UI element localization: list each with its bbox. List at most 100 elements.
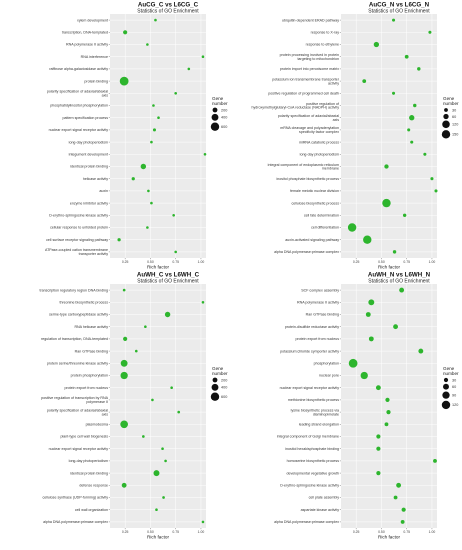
category-label: enzyme inhibitor activity [70,201,108,205]
data-point [428,30,432,34]
category-label: positive regulation of programmed cell d… [268,92,339,96]
legend-title: Gene [443,366,455,371]
legend-key [444,108,448,112]
data-point [146,226,149,229]
category-label: cellulose synthase (UDP-forming) activit… [42,496,108,500]
data-point [384,422,389,427]
legend-key [210,392,220,401]
data-point [375,385,381,391]
data-point [131,177,135,181]
data-point [201,301,205,304]
data-point [404,54,409,59]
data-point [117,238,121,242]
legend-title-line2: number [212,101,228,106]
category-label: helicase activity [83,177,108,181]
legend-value: 60 [452,385,456,389]
data-point [172,214,175,217]
data-point [409,115,415,121]
data-point [150,201,153,205]
data-point [402,213,407,218]
category-label: cell wall organization [75,508,108,512]
category-label: protein binding [84,79,108,83]
x-tick-label: 0.25 [122,530,129,534]
category-label: serine-type carboxypeptidase activity [49,313,108,317]
x-axis-label: Rich factor [147,535,169,540]
category-label: phosphorylation [314,362,339,366]
plot-area [341,284,437,528]
panel-title: AuWH_N vs L6WH_N [368,272,431,279]
category-label: transcription, DNA-templated [62,31,108,35]
legend-value: 90 [452,393,456,397]
data-point [120,371,128,380]
data-point [157,116,160,119]
data-point [392,91,396,95]
data-point [134,349,138,353]
legend-key [442,391,450,399]
legend-title: Gene [443,96,455,101]
data-point [400,519,405,524]
category-label: nuclear export signal receptor activity [49,128,109,132]
plot-area [110,284,206,528]
x-axis-label: Rich factor [147,265,169,270]
x-tick-label: 1.00 [429,530,436,534]
data-point [430,177,434,181]
legend-key [443,383,449,390]
category-label: cell differentiation [311,226,339,230]
category-label: threonine biosynthetic process [59,301,108,305]
category-label: potassium ion transmembrane transporter a… [272,77,340,85]
data-point [147,189,150,193]
category-label: protein-disulfide reductase activity [285,325,339,329]
data-point [410,140,414,144]
category-label: positive regulation of transcription by … [41,396,109,404]
data-point [407,128,411,132]
data-point [122,288,126,292]
x-tick-label: 0.50 [147,260,154,264]
data-point [119,76,129,86]
category-label: pattern specification process [62,116,108,120]
data-point [201,55,205,58]
data-point [123,30,128,35]
data-point [368,336,374,342]
category-label: nuclear export signal receptor activity [49,447,109,451]
data-point [382,198,391,208]
category-label: nuclear export signal receptor activity [280,386,340,390]
data-point [140,163,147,170]
category-label: cellulose biosynthetic process [291,201,339,205]
data-point [146,43,149,46]
category-label: long-day photoperiodism [69,140,108,144]
data-point [376,471,381,476]
x-tick-label: 0.75 [403,530,410,534]
category-label: protein export from nucleus [295,337,339,341]
data-point [121,482,127,488]
category-label: lysine biosynthetic process via diaminopi… [291,408,339,416]
category-label: ATPase-coupled cation transmembrane trans… [45,248,108,256]
data-point [392,18,396,22]
data-point [142,435,145,438]
category-label: raffinose alpha-galactosidase activity [49,67,108,71]
legend-key [441,130,451,139]
category-label: alpha DNA polymerase:primase complex [43,520,108,524]
data-point [433,458,437,463]
data-point [187,67,191,71]
legend-value: 400 [221,116,227,120]
x-axis-label: Rich factor [378,265,400,270]
x-tick-label: 0.25 [122,260,129,264]
data-point [203,153,207,156]
category-label: response to X-ray [311,31,340,35]
legend-value: 400 [221,386,227,390]
data-point [153,470,160,477]
legend-value: 120 [452,403,458,407]
panel-title: AuCG_C vs L6CG_C [138,2,199,9]
category-label: leading strand elongation [299,423,339,427]
panel-subtitle: Statistics of GO Enrichment [137,279,199,285]
x-tick-label: 0.50 [378,530,385,534]
data-point [385,397,390,402]
category-label: protein processing involved in protein ta… [280,53,339,61]
data-point [418,348,424,354]
x-tick-label: 0.25 [353,530,360,534]
category-label: long-day photoperiodism [300,153,339,157]
category-label: miRNA catabolic process [299,140,339,144]
legend-value: 200 [221,378,227,382]
category-label: developmental vegetative growth [286,471,339,475]
